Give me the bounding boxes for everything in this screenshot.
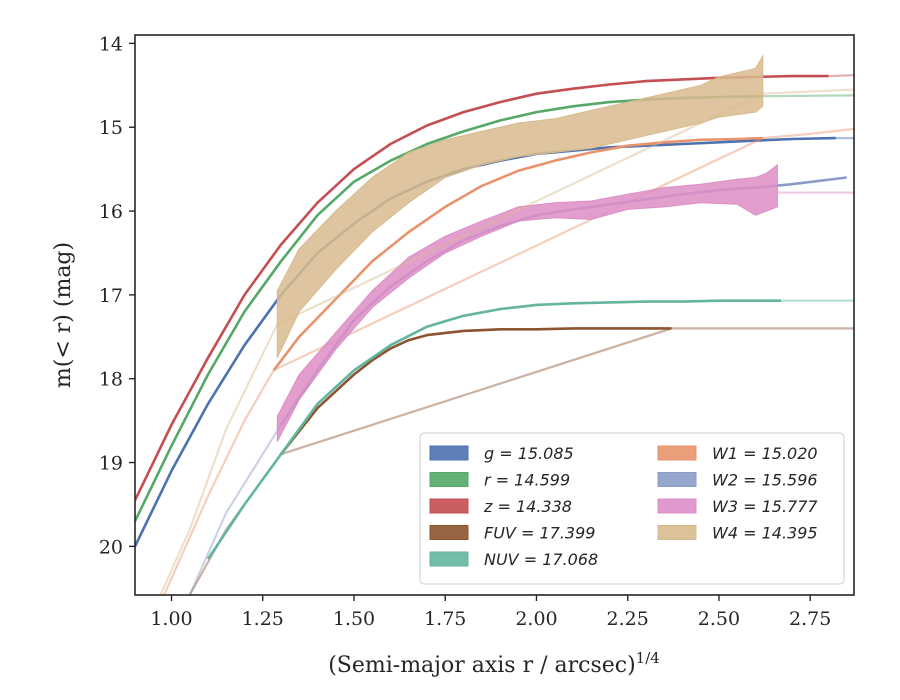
legend-entry-nuv: NUV = 17.068: [429, 550, 598, 569]
legend-label: W2 = 15.596: [712, 471, 818, 490]
y-tick-label: 16: [99, 201, 123, 223]
legend-swatch: [429, 551, 469, 567]
series-nuv-line: [206, 299, 781, 560]
series-w4-extrapolation: [159, 88, 854, 595]
series-r-extrapolation: [762, 94, 854, 98]
x-axis-label: (Semi-major axis r / arcsec)1/4: [328, 649, 660, 678]
legend-label: z = 14.338: [483, 497, 572, 516]
legend-label: W1 = 15.020: [712, 444, 818, 463]
x-axis-label-exponent: 1/4: [636, 649, 660, 667]
y-tick-label: 18: [99, 369, 123, 391]
legend-swatch: [657, 498, 697, 514]
legend-box: [419, 432, 845, 585]
x-tick-label: 2.75: [789, 608, 831, 630]
legend-entry-fuv: FUV = 17.399: [429, 524, 595, 543]
legend-entry-g: g = 15.085: [429, 444, 574, 463]
legend-label: W4 = 14.395: [712, 524, 818, 543]
legend-entry-w4: W4 = 14.395: [657, 524, 818, 543]
x-tick-label: 2.50: [698, 608, 740, 630]
legend-swatch: [657, 525, 697, 540]
legend-label: W3 = 15.777: [712, 497, 818, 516]
series-w4-band: [276, 54, 764, 359]
legend-label: FUV = 17.399: [484, 524, 595, 543]
series-w3-band: [276, 163, 778, 442]
series-z-extrapolation: [828, 74, 854, 78]
x-tick-label: 1.75: [424, 608, 466, 630]
legend-label: r = 14.599: [484, 471, 570, 490]
legend-swatch: [429, 472, 469, 487]
legend: g = 15.085 r = 14.599 z = 14.338 FUV = 17.3…: [419, 432, 845, 585]
legend-label: g = 15.085: [484, 444, 574, 463]
series-fuv-line: [279, 327, 672, 456]
y-tick-label: 19: [99, 453, 123, 475]
x-tick-label: 2.00: [515, 608, 557, 630]
legend-swatch: [429, 525, 469, 540]
legend-swatch: [429, 445, 469, 461]
y-axis-label: m(< r) (mag): [51, 242, 76, 388]
series-z-line: [135, 74, 829, 501]
data-layer: [135, 54, 854, 595]
legend-entry-w3: W3 = 15.777: [657, 497, 818, 516]
series-w2-extrapolation: [188, 424, 282, 595]
legend-swatch: [657, 472, 697, 487]
y-tick-label: 20: [99, 536, 123, 558]
x-tick-label: 1.00: [150, 608, 192, 630]
x-tick-label: 1.25: [242, 608, 284, 630]
legend-swatch: [657, 445, 697, 461]
legend-label: NUV = 17.068: [484, 550, 598, 569]
y-tick-label: 17: [99, 285, 123, 307]
series-w1-line: [272, 136, 763, 372]
legend-entry-r: r = 14.599: [429, 471, 570, 490]
x-tick-label: 2.25: [607, 608, 649, 630]
legend-entry-w2: W2 = 15.596: [657, 471, 818, 490]
x-axis: 1.00 1.25 1.50 1.75 2.00 2.25 2.50 2.75: [150, 595, 831, 630]
legend-entry-w1: W1 = 15.020: [657, 444, 818, 463]
y-axis: 14 15 16 17 18 19 20: [99, 33, 135, 558]
plot-frame: [134, 34, 855, 596]
legend-entry-z: z = 14.338: [429, 497, 572, 516]
y-tick-label: 15: [99, 117, 123, 139]
y-tick-label: 14: [99, 33, 123, 55]
legend-swatch: [429, 498, 469, 514]
x-tick-label: 1.50: [333, 608, 375, 630]
